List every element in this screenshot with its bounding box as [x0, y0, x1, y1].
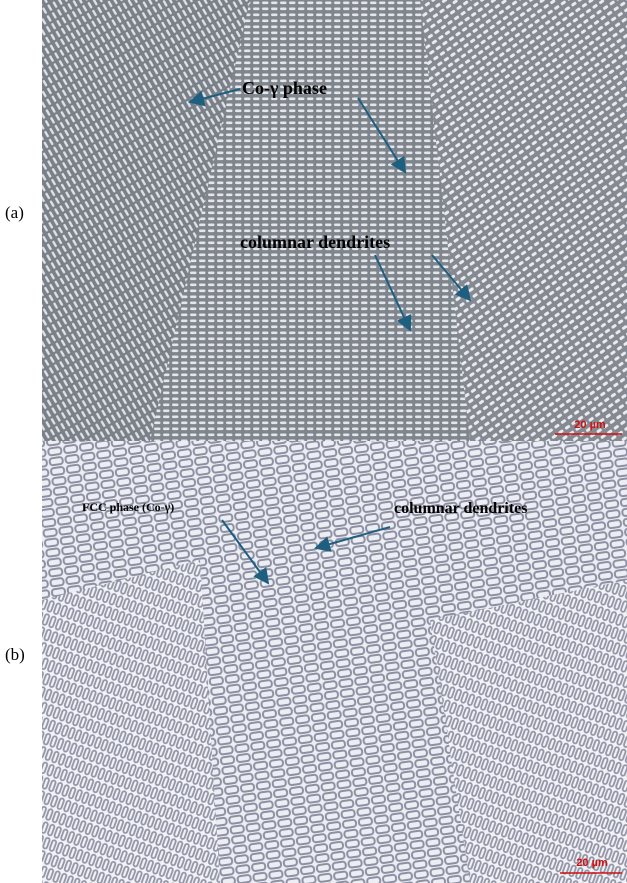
scale-bar-label: 20 µm	[576, 857, 608, 869]
panel-label: (a)	[5, 203, 24, 222]
annotation: FCC phase (Co-γ)	[82, 500, 174, 514]
panel-a: (a) Co-γ phase columnar dendrites 20 µm	[5, 0, 627, 441]
figure: (a) Co-γ phase columnar dendrites 20 µm …	[0, 0, 627, 883]
panel-label: (b)	[5, 645, 25, 664]
panel-b: (b) FCC phase (Co-γ) columnar dendrites …	[5, 441, 627, 883]
annotation: Co-γ phase	[242, 78, 327, 98]
annotation: columnar dendrites	[394, 500, 527, 517]
annotation: columnar dendrites	[240, 232, 390, 252]
scale-bar-label: 20 µm	[574, 419, 606, 431]
micrograph-region	[42, 560, 220, 883]
